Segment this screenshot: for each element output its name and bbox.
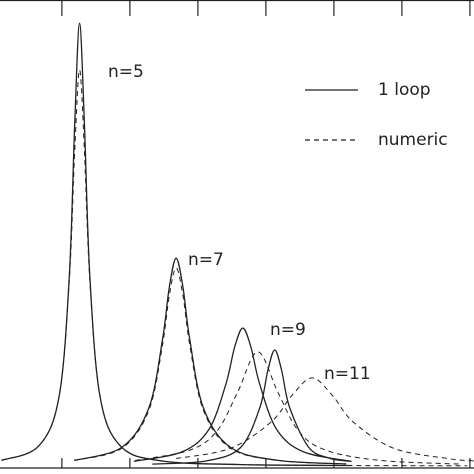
curve-label: n=11 (324, 364, 371, 384)
curve (1, 69, 468, 467)
curve (176, 377, 474, 462)
curve (1, 22, 352, 467)
legend-label: numeric (378, 130, 448, 150)
curve-label: n=7 (188, 250, 224, 270)
curve (73, 257, 347, 465)
curve-label: n=5 (108, 62, 144, 82)
curve (135, 351, 462, 465)
curve (152, 349, 350, 465)
curve-label: n=9 (270, 320, 306, 340)
curve (74, 267, 347, 465)
curve (133, 327, 352, 462)
legend-label: 1 loop (378, 80, 431, 100)
